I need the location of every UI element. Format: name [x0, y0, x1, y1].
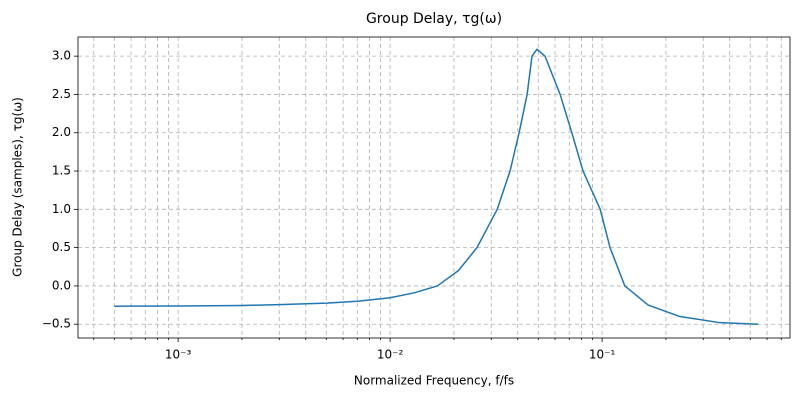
data-line: [114, 48, 759, 325]
y-tick-label: 1.5: [52, 164, 71, 178]
y-tick-label: 3.0: [52, 49, 71, 63]
y-tick-label: 2.0: [52, 125, 71, 139]
y-tick-label: 2.5: [52, 87, 71, 101]
x-axis-label: Normalized Frequency, f/fs: [354, 374, 514, 388]
x-tick-label: 10⁻²: [377, 348, 404, 362]
y-tick-label: 0.0: [52, 278, 71, 292]
x-tick-label: 10⁻¹: [589, 348, 616, 362]
y-tick-label: 0.5: [52, 240, 71, 254]
x-tick-label: 10⁻³: [165, 348, 192, 362]
chart-title: Group Delay, τg(ω): [366, 11, 502, 27]
y-tick-label: −0.5: [42, 317, 71, 331]
plot-frame: [77, 36, 791, 339]
y-tick-label: 1.0: [52, 202, 71, 216]
y-axis-label: Group Delay (samples), τg(ω): [11, 97, 25, 277]
